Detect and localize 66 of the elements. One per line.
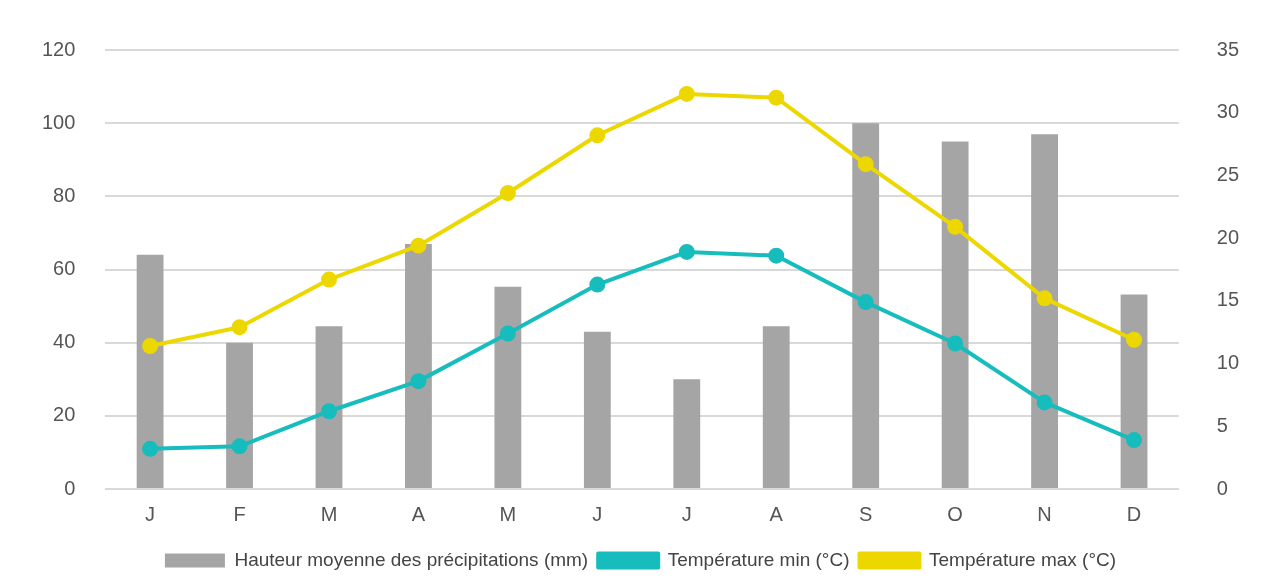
point [410,237,427,254]
point [678,85,695,102]
y-tick-label: 20 [53,403,76,426]
point [947,335,964,352]
bar [1120,294,1148,488]
bar [1031,134,1058,488]
point [231,319,248,336]
x-tick-label: D [1126,502,1142,525]
bar [673,379,701,488]
y2-tick-label: 5 [1216,413,1228,436]
legend-label: Température max (°C) [928,548,1117,570]
point [678,243,695,260]
bar [405,243,432,488]
point [1036,394,1053,411]
x-tick-label: A [411,502,426,525]
point [320,271,337,288]
point [857,294,874,311]
point [857,156,874,173]
bar [136,254,164,488]
bar [494,286,522,488]
x-tick-label: O [947,502,963,525]
point [142,338,159,355]
bar [583,331,611,488]
y-tick-label: 60 [53,257,76,280]
bar [852,123,880,488]
legend-label: Température min (°C) [667,548,850,570]
point [768,89,785,106]
y-tick-label: 0 [64,476,76,499]
bar [762,326,790,488]
y2-tick-label: 10 [1216,351,1239,374]
bar [315,326,343,488]
y-tick-label: 80 [53,183,76,206]
point [1036,290,1053,307]
x-tick-label: J [592,502,603,525]
bar [226,342,253,488]
x-tick-label: M [320,502,338,525]
y2-tick-label: 30 [1216,100,1239,123]
point [499,184,516,201]
point [589,276,606,293]
y2-tick-label: 20 [1216,225,1239,248]
x-tick-label: M [499,502,517,525]
legend-label: Hauteur moyenne des précipitations (mm) [234,548,589,570]
point [1126,331,1143,348]
point [410,373,427,390]
x-tick-label: F [233,502,246,525]
y2-tick-label: 25 [1216,162,1239,185]
y-tick-label: 100 [41,110,76,133]
point [947,218,964,235]
point [320,403,337,420]
y-tick-label: 40 [53,330,76,353]
point [768,247,785,264]
x-tick-label: N [1037,502,1052,525]
x-tick-label: J [145,502,156,525]
bar [941,141,969,488]
point [1126,432,1143,449]
point [142,440,159,457]
y2-tick-label: 35 [1216,37,1239,60]
x-tick-label: S [859,502,873,525]
x-tick-label: J [681,502,692,525]
y2-tick-label: 15 [1216,288,1239,311]
x-tick-label: A [769,502,784,525]
y2-tick-label: 0 [1216,476,1228,499]
point [499,325,516,342]
y-tick-label: 120 [41,37,76,60]
point [231,438,248,455]
point [589,127,606,144]
